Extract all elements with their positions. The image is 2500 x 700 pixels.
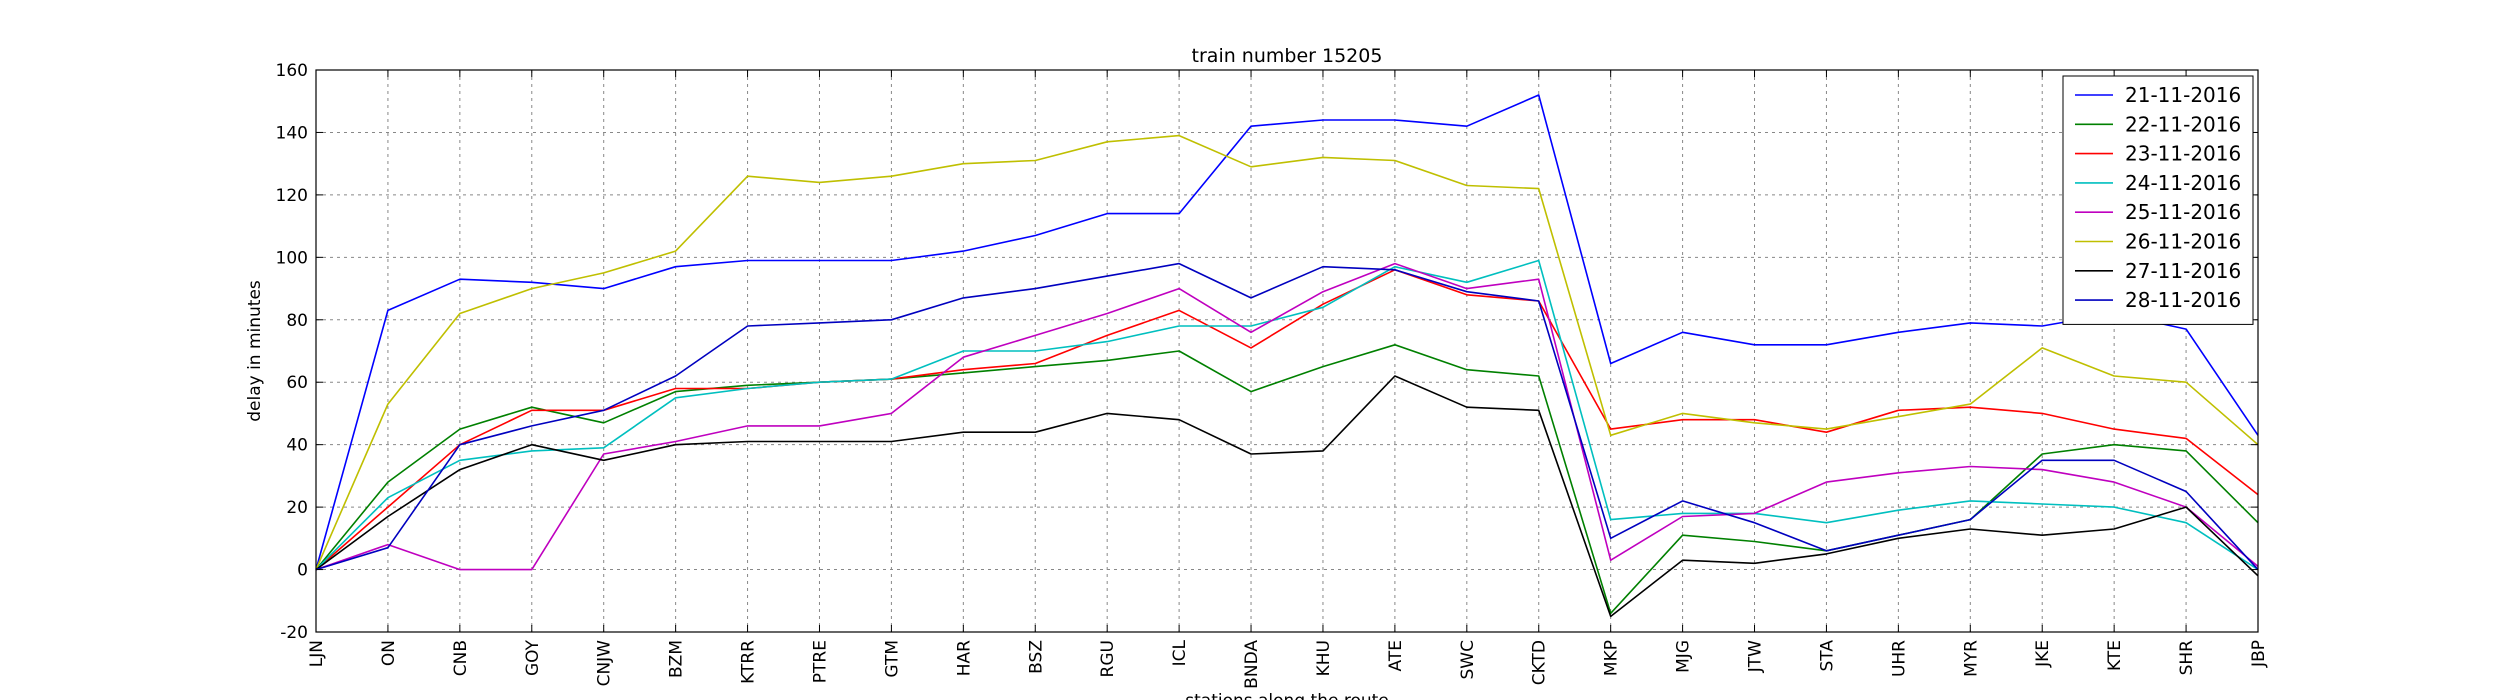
x-tick-label: RGU bbox=[1098, 640, 1118, 677]
x-tick-label: BSZ bbox=[1026, 640, 1046, 674]
x-tick-label: LJN bbox=[307, 640, 327, 667]
series-line-24-11-2016 bbox=[315, 259, 2259, 571]
y-axis-ticks: -20 0 20 40 60 80 100 120 140 160 bbox=[276, 61, 2258, 643]
x-tick-label: PTRE bbox=[810, 640, 830, 683]
chart-title: train number 15205 bbox=[1192, 45, 1383, 67]
x-axis-label: stations along the route bbox=[1185, 691, 1389, 700]
x-tick-label: CKTD bbox=[1530, 640, 1550, 685]
legend-label: 25-11-2016 bbox=[2125, 200, 2241, 224]
legend-item: 25-11-2016 bbox=[2075, 200, 2241, 224]
y-tick-label: 140 bbox=[276, 123, 308, 143]
legend-item: 28-11-2016 bbox=[2075, 288, 2241, 312]
y-tick-label: 120 bbox=[276, 186, 308, 206]
legend-item: 27-11-2016 bbox=[2075, 259, 2241, 283]
x-tick-label: ON bbox=[379, 640, 399, 666]
legend-label: 21-11-2016 bbox=[2125, 83, 2241, 107]
x-tick-label: KTRR bbox=[739, 640, 759, 684]
x-tick-label: JKE bbox=[2033, 640, 2053, 668]
x-tick-label: ATE bbox=[1386, 640, 1406, 671]
legend-label: 23-11-2016 bbox=[2125, 142, 2241, 166]
y-tick-label: 0 bbox=[297, 561, 308, 581]
y-tick-label: 80 bbox=[286, 311, 308, 331]
x-tick-label: GOY bbox=[523, 639, 543, 676]
legend-item: 26-11-2016 bbox=[2075, 230, 2241, 254]
x-tick-label: KTE bbox=[2105, 640, 2125, 671]
series-line-28-11-2016 bbox=[315, 262, 2259, 571]
series-line-21-11-2016 bbox=[315, 94, 2259, 570]
x-tick-label: MYR bbox=[1961, 640, 1981, 677]
x-tick-label: MKP bbox=[1602, 640, 1622, 676]
x-axis-ticks: LJN ON CNB GOY CNJW BZM KTRR PTRE GTM HAR BSZ RGU IC… bbox=[307, 70, 2269, 689]
series-line-23-11-2016 bbox=[315, 268, 2259, 571]
x-tick-label: CNB bbox=[451, 640, 471, 676]
x-tick-label: KHU bbox=[1314, 640, 1334, 676]
x-tick-label: UHR bbox=[1889, 640, 1909, 677]
x-tick-label: MJG bbox=[1674, 640, 1694, 673]
x-tick-label: BZM bbox=[667, 640, 687, 678]
x-tick-label: JTW bbox=[1746, 640, 1766, 673]
x-tick-label: SHR bbox=[2177, 640, 2197, 676]
legend-item: 22-11-2016 bbox=[2075, 112, 2241, 136]
series-lines bbox=[315, 94, 2259, 618]
x-tick-label: BNDA bbox=[1242, 640, 1262, 689]
x-tick-label: JBP bbox=[2249, 640, 2269, 668]
x-tick-label: STA bbox=[1817, 640, 1837, 672]
series-line-25-11-2016 bbox=[315, 262, 2259, 571]
legend-label: 22-11-2016 bbox=[2125, 112, 2241, 136]
y-tick-label: 40 bbox=[286, 436, 308, 456]
legend-label: 26-11-2016 bbox=[2125, 230, 2241, 254]
plot-area-frame bbox=[315, 69, 2259, 633]
legend-label: 28-11-2016 bbox=[2125, 288, 2241, 312]
x-tick-label: SWC bbox=[1458, 640, 1478, 679]
x-tick-label: ICL bbox=[1170, 639, 1190, 666]
legend-box bbox=[2062, 75, 2254, 325]
y-tick-label: 20 bbox=[286, 498, 308, 518]
legend-item: 23-11-2016 bbox=[2075, 142, 2241, 166]
legend-item: 21-11-2016 bbox=[2075, 83, 2241, 107]
legend-item: 24-11-2016 bbox=[2075, 171, 2241, 195]
y-tick-label: -20 bbox=[280, 623, 308, 643]
legend-label: 24-11-2016 bbox=[2125, 171, 2241, 195]
y-axis-label: delay in minutes bbox=[245, 280, 265, 422]
series-line-26-11-2016 bbox=[315, 134, 2259, 570]
legend: 21-11-2016 22-11-2016 23-11-2016 24-11-2016… bbox=[2062, 75, 2254, 325]
x-tick-label: GTM bbox=[882, 640, 902, 678]
legend-label: 27-11-2016 bbox=[2125, 259, 2241, 283]
x-tick-label: CNJW bbox=[595, 640, 615, 687]
x-tick-label: HAR bbox=[954, 640, 974, 676]
y-tick-label: 160 bbox=[276, 61, 308, 81]
y-tick-label: 60 bbox=[286, 373, 308, 393]
y-tick-label: 100 bbox=[276, 248, 308, 268]
series-line-27-11-2016 bbox=[315, 375, 2259, 618]
